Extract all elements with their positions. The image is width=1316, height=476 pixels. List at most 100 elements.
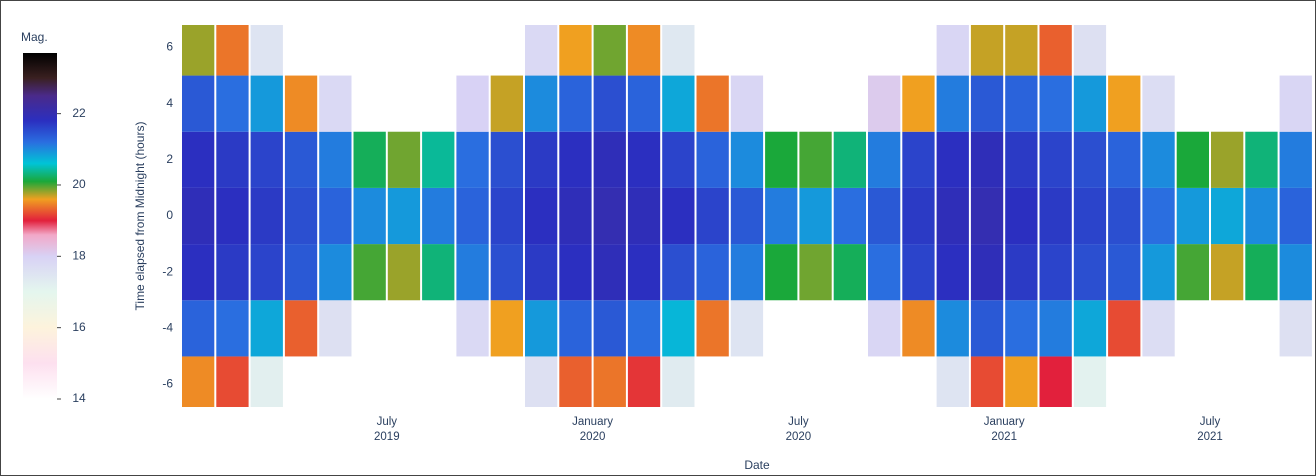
heatmap-cell xyxy=(697,300,729,356)
heatmap-cell xyxy=(525,76,557,132)
heatmap-cell xyxy=(628,132,660,188)
heatmap-cell xyxy=(559,300,591,356)
colorbar-tick-label: 16 xyxy=(72,320,86,334)
heatmap-cell xyxy=(251,356,283,412)
heatmap-cell xyxy=(1074,76,1106,132)
heatmap-cell xyxy=(731,132,763,188)
y-tick-label: -4 xyxy=(162,321,173,335)
heatmap-cell xyxy=(697,188,729,244)
heatmap-cell xyxy=(1280,132,1312,188)
heatmap-cell xyxy=(319,300,351,356)
heatmap-cell xyxy=(1005,188,1037,244)
heatmap-cell xyxy=(662,19,694,75)
heatmap-cell xyxy=(285,132,317,188)
heatmap-cell xyxy=(525,300,557,356)
heatmap-cell xyxy=(1280,244,1312,300)
heatmap-cell xyxy=(285,76,317,132)
heatmap-cell xyxy=(799,188,831,244)
heatmap-cell xyxy=(182,19,214,75)
x-axis-title: Date xyxy=(744,458,770,472)
heatmap-cell xyxy=(1074,132,1106,188)
heatmap-cell xyxy=(971,188,1003,244)
heatmap-cell xyxy=(456,76,488,132)
heatmap-cell xyxy=(251,19,283,75)
heatmap-cell xyxy=(1245,132,1277,188)
heatmap-cell xyxy=(868,188,900,244)
heatmap-cell xyxy=(834,132,866,188)
heatmap-cell xyxy=(971,76,1003,132)
heatmap-cell xyxy=(491,76,523,132)
heatmap-cell xyxy=(456,300,488,356)
heatmap-cell xyxy=(662,300,694,356)
heatmap xyxy=(182,19,1312,412)
x-tick-label: July 2020 xyxy=(786,415,812,445)
heatmap-cell xyxy=(1142,76,1174,132)
heatmap-cell xyxy=(456,132,488,188)
heatmap-cell xyxy=(594,132,626,188)
heatmap-cell xyxy=(594,244,626,300)
heatmap-cell xyxy=(937,188,969,244)
heatmap-cell xyxy=(902,76,934,132)
heatmap-cell xyxy=(799,132,831,188)
heatmap-cell xyxy=(525,188,557,244)
heatmap-cell xyxy=(697,244,729,300)
heatmap-cell xyxy=(662,188,694,244)
heatmap-cell xyxy=(594,76,626,132)
heatmap-cell xyxy=(1142,300,1174,356)
x-tick-label: January 2021 xyxy=(984,415,1025,445)
heatmap-cell xyxy=(1005,132,1037,188)
y-tick-label: 2 xyxy=(166,152,173,166)
heatmap-cell xyxy=(1040,76,1072,132)
heatmap-cell xyxy=(1005,19,1037,75)
heatmap-cell xyxy=(1005,244,1037,300)
heatmap-cell xyxy=(834,188,866,244)
heatmap-cell xyxy=(422,188,454,244)
heatmap-cell xyxy=(182,76,214,132)
heatmap-cell xyxy=(1040,19,1072,75)
heatmap-cell xyxy=(1280,188,1312,244)
heatmap-cell xyxy=(971,19,1003,75)
y-axis-title: Time elapsed from Midnight (hours) xyxy=(133,122,147,311)
heatmap-cell xyxy=(765,244,797,300)
heatmap-cell xyxy=(182,356,214,412)
heatmap-cell xyxy=(1005,356,1037,412)
heatmap-cell xyxy=(456,244,488,300)
heatmap-cell xyxy=(1074,300,1106,356)
heatmap-cell xyxy=(559,76,591,132)
heatmap-cell xyxy=(902,244,934,300)
heatmap-cell xyxy=(1108,188,1140,244)
heatmap-cell xyxy=(697,76,729,132)
heatmap-cell xyxy=(799,244,831,300)
heatmap-cell xyxy=(971,300,1003,356)
heatmap-cell xyxy=(594,300,626,356)
heatmap-cell xyxy=(1177,188,1209,244)
heatmap-cell xyxy=(628,300,660,356)
heatmap-cell xyxy=(319,76,351,132)
heatmap-cell xyxy=(525,356,557,412)
heatmap-cell xyxy=(456,188,488,244)
heatmap-cell xyxy=(662,76,694,132)
heatmap-cell xyxy=(559,132,591,188)
heatmap-cell xyxy=(662,244,694,300)
chart-frame: Mag. Time elapsed from Midnight (hours) … xyxy=(0,0,1316,476)
heatmap-cell xyxy=(731,244,763,300)
heatmap-cell xyxy=(285,300,317,356)
heatmap-cell xyxy=(937,300,969,356)
heatmap-cell xyxy=(662,356,694,412)
heatmap-cell xyxy=(1005,300,1037,356)
heatmap-cell xyxy=(182,300,214,356)
heatmap-cell xyxy=(319,244,351,300)
heatmap-cell xyxy=(491,132,523,188)
heatmap-cell xyxy=(216,132,248,188)
heatmap-cell xyxy=(937,356,969,412)
heatmap-cell xyxy=(422,132,454,188)
heatmap-cell xyxy=(525,19,557,75)
heatmap-cell xyxy=(697,132,729,188)
heatmap-cell xyxy=(251,132,283,188)
heatmap-cell xyxy=(902,188,934,244)
heatmap-cell xyxy=(1040,356,1072,412)
heatmap-cell xyxy=(1108,132,1140,188)
colorbar-tick-label: 20 xyxy=(72,177,86,191)
x-tick-label: January 2020 xyxy=(572,415,613,445)
heatmap-cell xyxy=(628,19,660,75)
